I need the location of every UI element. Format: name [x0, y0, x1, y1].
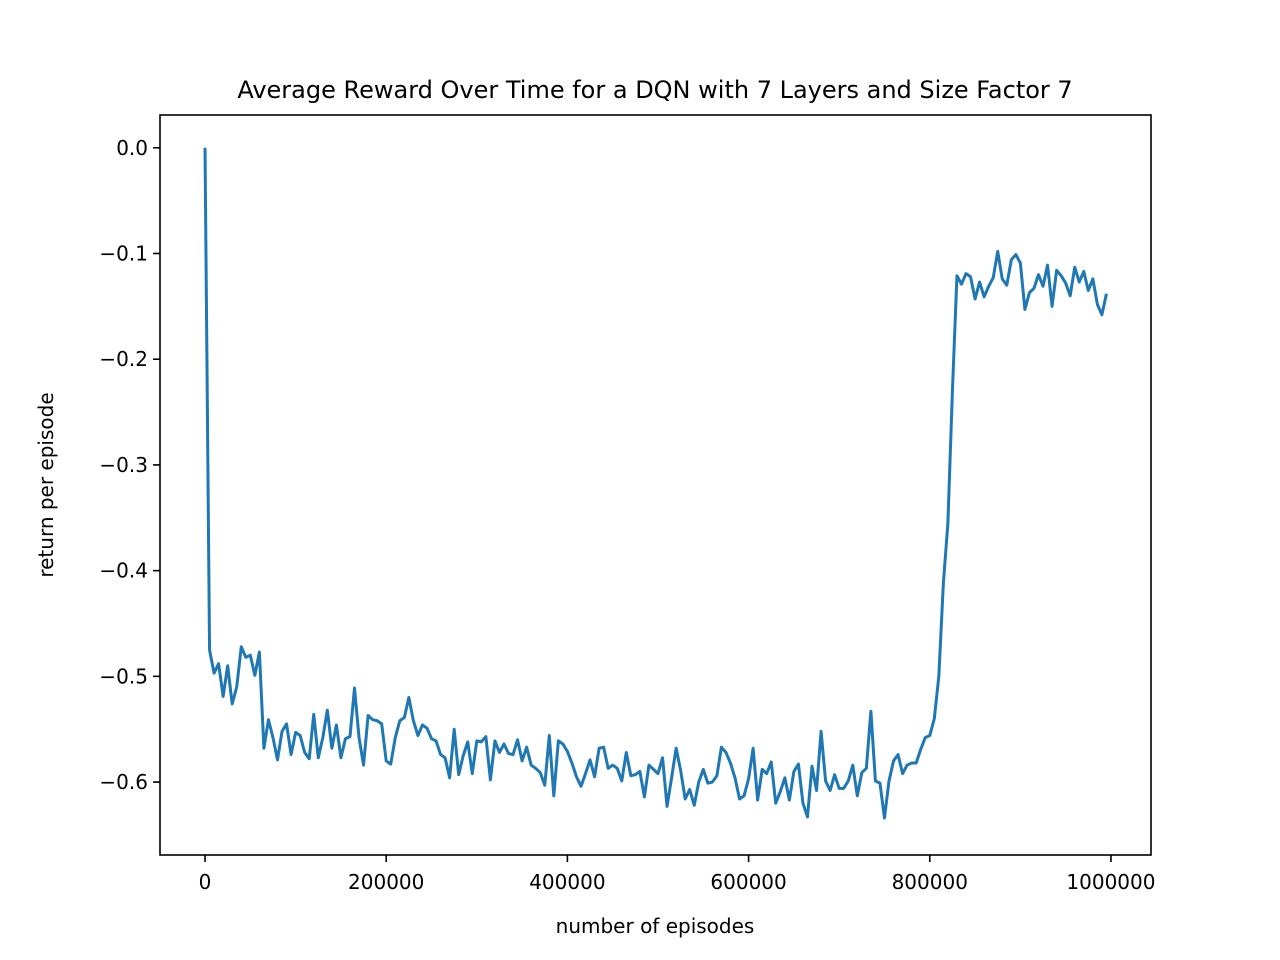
y-axis-label: return per episode — [34, 392, 58, 577]
x-tick-label: 0 — [199, 870, 212, 894]
x-tick-label: 1000000 — [1066, 870, 1155, 894]
y-tick-label: −0.5 — [99, 664, 148, 688]
x-tick-label: 400000 — [529, 870, 605, 894]
y-tick-label: −0.1 — [99, 241, 148, 265]
data-line — [203, 147, 1108, 820]
y-tick-label: −0.4 — [99, 559, 148, 583]
axes-frame — [159, 114, 1152, 856]
x-tick-label: 800000 — [892, 870, 968, 894]
x-tick-label: 600000 — [710, 870, 786, 894]
y-tick-label: −0.2 — [99, 347, 148, 371]
y-tick-label: −0.6 — [99, 770, 148, 794]
y-tick-label: −0.3 — [99, 453, 148, 477]
x-axis-label: number of episodes — [556, 914, 755, 938]
plot-area: 0 200000 400000 600000 800000 1000000 −0.6 −0.5… — [99, 136, 1155, 894]
chart-title: Average Reward Over Time for a DQN with … — [237, 76, 1072, 104]
x-tick-label: 200000 — [348, 870, 424, 894]
y-tick-label: 0.0 — [116, 136, 148, 160]
